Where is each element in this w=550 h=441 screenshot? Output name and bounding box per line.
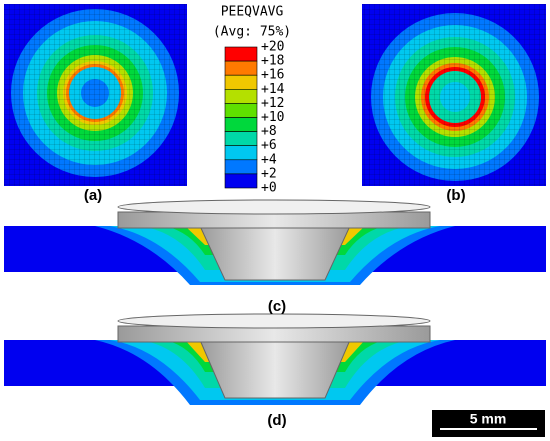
section-d (4, 313, 546, 405)
legend-swatch (224, 159, 258, 175)
legend-subtitle: (Avg: 75%) (213, 25, 291, 40)
section-c (4, 199, 546, 285)
contour-panel-a (4, 4, 187, 186)
legend-label: +2 (261, 166, 277, 181)
legend-label: +6 (261, 138, 277, 153)
scale-bar (432, 410, 545, 437)
legend-label: +18 (261, 54, 284, 69)
legend-swatch (224, 103, 258, 118)
panel-label: (a) (84, 187, 102, 204)
legend: +20+18+16+14+12+10+8+6+4+2+0 (224, 40, 285, 196)
legend-swatch (224, 60, 258, 76)
legend-swatch (224, 131, 258, 147)
legend-swatch (224, 117, 258, 132)
legend-title: PEEQVAVG (221, 5, 284, 20)
legend-swatch (224, 89, 258, 104)
legend-swatch (224, 74, 258, 90)
legend-label: +20 (261, 40, 284, 55)
legend-swatch (224, 145, 258, 161)
legend-swatch (224, 46, 258, 62)
panel-label: (b) (446, 187, 465, 204)
scale-label: 5 mm (470, 411, 507, 427)
legend-label: +12 (261, 96, 284, 111)
panel-label: (c) (268, 298, 286, 315)
panel-label: (d) (267, 412, 286, 429)
legend-label: +0 (261, 181, 277, 196)
legend-swatch (224, 173, 258, 189)
legend-label: +8 (261, 124, 277, 139)
legend-label: +14 (261, 82, 285, 97)
legend-label: +4 (261, 152, 277, 167)
legend-label: +10 (261, 110, 284, 125)
legend-label: +16 (261, 68, 284, 83)
contour-panel-b (362, 4, 546, 186)
